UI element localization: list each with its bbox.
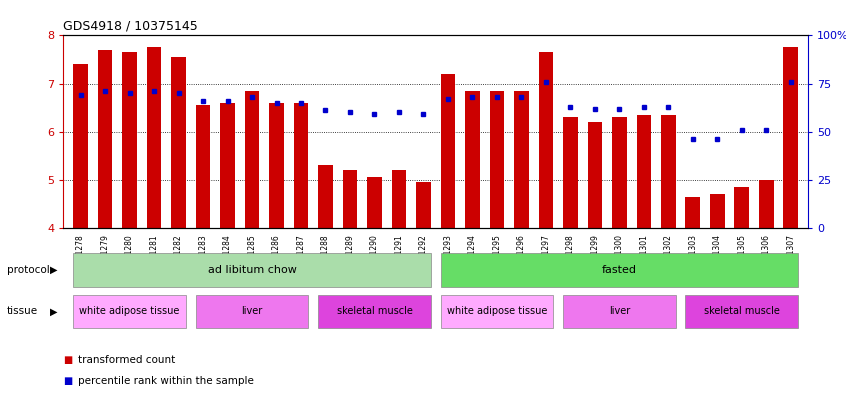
Bar xyxy=(685,196,700,228)
Bar xyxy=(343,170,357,228)
Bar xyxy=(244,91,260,228)
Bar xyxy=(734,187,750,228)
Bar xyxy=(416,182,431,228)
Text: skeletal muscle: skeletal muscle xyxy=(337,307,412,316)
Bar xyxy=(661,115,676,228)
Text: skeletal muscle: skeletal muscle xyxy=(704,307,780,316)
Text: ■: ■ xyxy=(63,376,73,386)
Text: white adipose tissue: white adipose tissue xyxy=(80,307,179,316)
Text: white adipose tissue: white adipose tissue xyxy=(447,307,547,316)
Bar xyxy=(783,48,798,228)
Bar xyxy=(318,165,332,228)
Text: fasted: fasted xyxy=(602,265,637,275)
Text: ▶: ▶ xyxy=(50,265,57,275)
Bar xyxy=(269,103,284,228)
Bar xyxy=(220,103,235,228)
Bar xyxy=(612,117,627,228)
Bar xyxy=(587,122,602,228)
Bar xyxy=(74,64,88,228)
Text: ■: ■ xyxy=(63,354,73,365)
Bar xyxy=(171,57,186,228)
Bar xyxy=(122,52,137,228)
Bar xyxy=(441,74,455,228)
Text: liver: liver xyxy=(609,307,630,316)
Text: protocol: protocol xyxy=(7,265,50,275)
Text: ▶: ▶ xyxy=(50,307,57,316)
Bar xyxy=(465,91,480,228)
Bar xyxy=(539,52,553,228)
Bar xyxy=(710,194,725,228)
Text: transformed count: transformed count xyxy=(78,354,175,365)
Bar xyxy=(514,91,529,228)
Bar xyxy=(146,48,162,228)
Text: percentile rank within the sample: percentile rank within the sample xyxy=(78,376,254,386)
Text: GDS4918 / 10375145: GDS4918 / 10375145 xyxy=(63,20,198,33)
Bar xyxy=(98,50,113,228)
Bar xyxy=(563,117,578,228)
Bar xyxy=(759,180,773,228)
Text: ad libitum chow: ad libitum chow xyxy=(207,265,296,275)
Bar xyxy=(294,103,308,228)
Text: liver: liver xyxy=(241,307,262,316)
Bar xyxy=(367,177,382,228)
Bar xyxy=(195,105,211,228)
Bar xyxy=(392,170,406,228)
Bar xyxy=(490,91,504,228)
Text: tissue: tissue xyxy=(7,307,38,316)
Bar xyxy=(636,115,651,228)
